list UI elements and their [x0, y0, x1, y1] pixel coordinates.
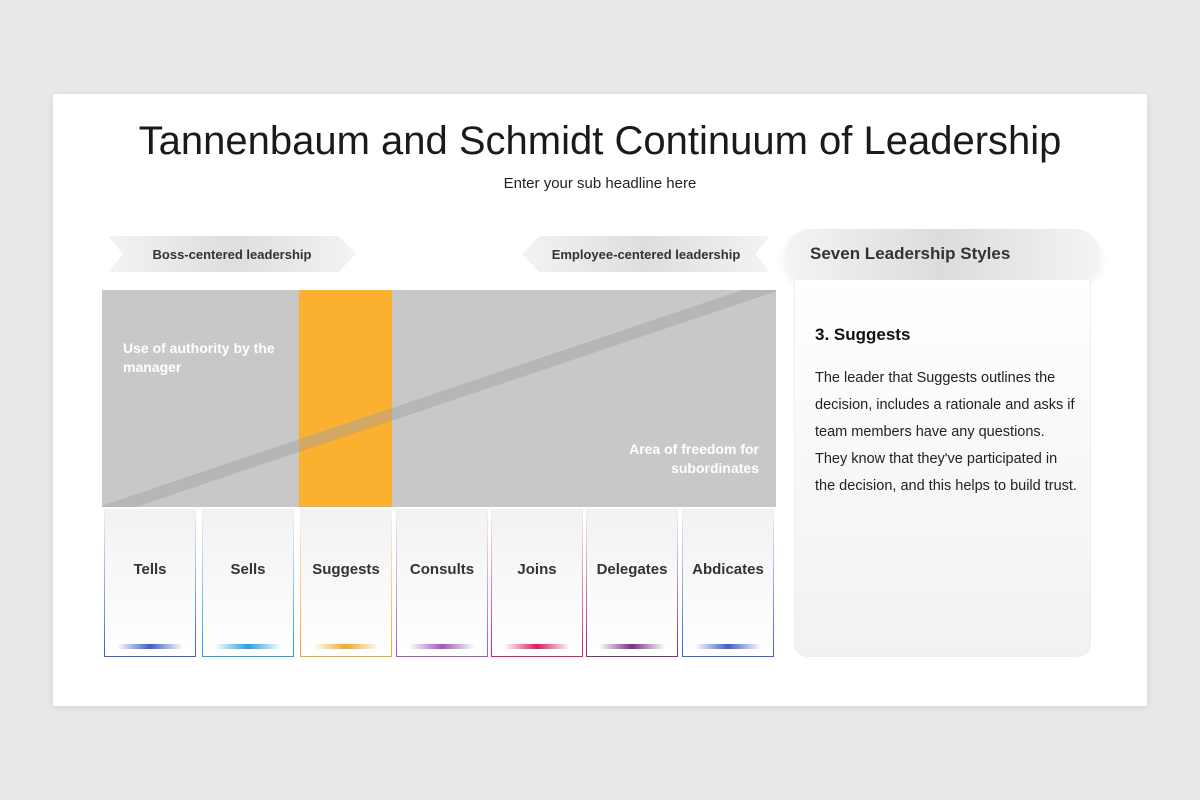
employee-centered-arrow: Employee-centered leadership: [522, 236, 770, 272]
style-card-tells[interactable]: Tells: [104, 509, 196, 657]
style-label: Sells: [230, 561, 266, 578]
arrow-label: Boss-centered leadership: [152, 246, 312, 262]
style-card-consults[interactable]: Consults: [396, 509, 488, 657]
style-card-suggests[interactable]: Suggests: [300, 509, 392, 657]
page-title: Tannenbaum and Schmidt Continuum of Lead…: [138, 119, 1062, 163]
style-card-abdicates[interactable]: Abdicates: [682, 509, 774, 657]
style-label: Suggests: [312, 561, 380, 578]
style-card-sells[interactable]: Sells: [202, 509, 294, 657]
style-label: Delegates: [596, 561, 668, 578]
diagonal-divider: [102, 290, 776, 507]
glow-bar: [504, 644, 570, 649]
glow-bar: [599, 644, 665, 649]
panel-header: Seven Leadership Styles: [785, 229, 1100, 280]
arrow-label: Employee-centered leadership: [551, 246, 741, 262]
style-label: Abdicates: [692, 561, 764, 578]
style-card-delegates[interactable]: Delegates: [586, 509, 678, 657]
glow-bar: [313, 644, 379, 649]
glow-bar: [409, 644, 475, 649]
glow-bar: [695, 644, 761, 649]
style-label: Joins: [517, 561, 557, 578]
boss-centered-arrow: Boss-centered leadership: [108, 236, 356, 272]
subtitle: Enter your sub headline here: [503, 175, 697, 192]
panel-heading: 3. Suggests: [815, 325, 911, 344]
glow-bar: [215, 644, 281, 649]
panel-body: The leader that Suggests outlines the de…: [815, 370, 1077, 494]
style-card-joins[interactable]: Joins: [491, 509, 583, 657]
style-label: Consults: [409, 561, 475, 578]
continuum-area: Use of authority by the manager Area of …: [102, 290, 776, 507]
selected-highlight: [299, 290, 392, 507]
glow-bar: [117, 644, 183, 649]
description-panel: 3. Suggests The leader that Suggests out…: [794, 280, 1091, 657]
authority-label: Use of authority by the manager: [123, 340, 275, 375]
freedom-label: Area of freedom for subordinates: [629, 441, 759, 476]
style-label: Tells: [133, 561, 167, 578]
